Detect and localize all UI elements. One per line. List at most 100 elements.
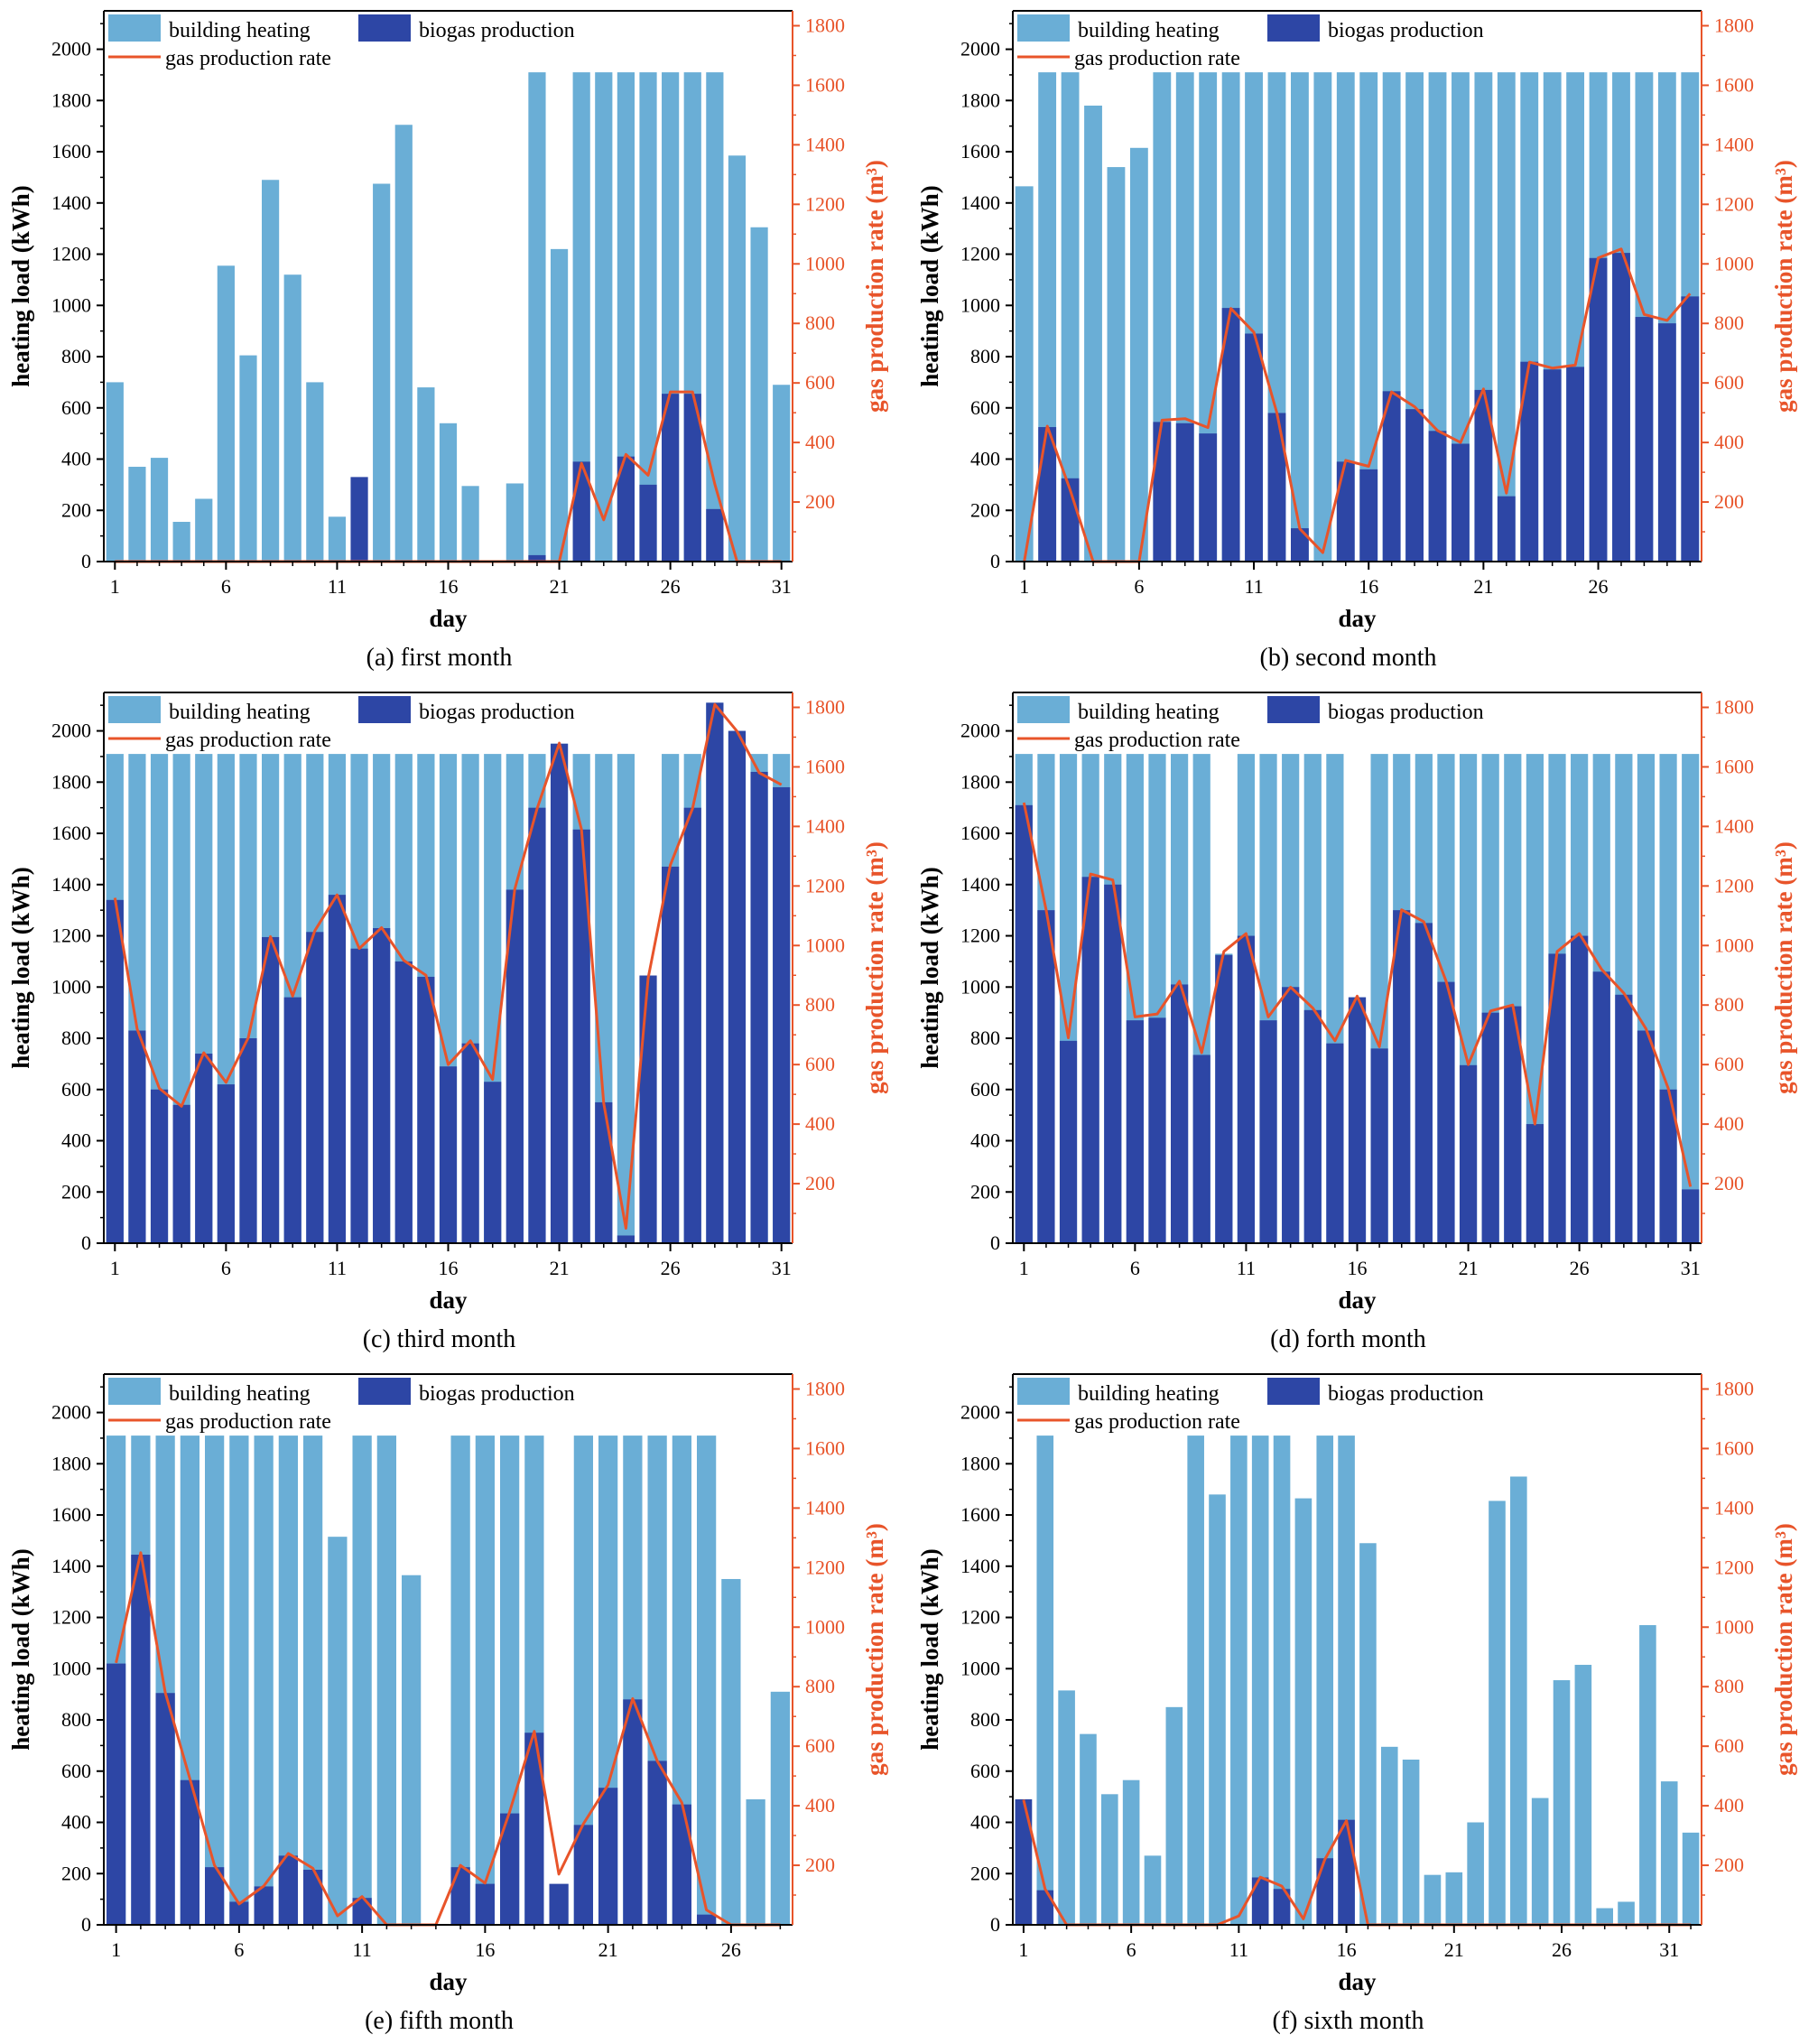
heating-bar	[499, 1435, 520, 1925]
legend-swatch-heating	[108, 696, 161, 723]
biogas-bar	[524, 1733, 544, 1925]
biogas-bar	[550, 743, 569, 1243]
biogas-bar	[647, 1761, 667, 1925]
heating-bar	[721, 1578, 741, 1925]
heating-bar	[1445, 1872, 1463, 1925]
legend-label-biogas: biogas production	[419, 1382, 575, 1406]
y-tick-label: 200	[970, 498, 1000, 521]
legend-label-biogas: biogas production	[419, 701, 575, 724]
heating-bar	[506, 483, 524, 562]
y2-tick-label: 1400	[1714, 133, 1754, 155]
y-tick-label: 2000	[960, 720, 1000, 742]
y-tick-label: 200	[61, 498, 91, 521]
biogas-bar	[1657, 323, 1676, 562]
y-tick-label: 0	[990, 1231, 1000, 1254]
biogas-bar	[1036, 1890, 1054, 1925]
biogas-bar	[450, 1867, 470, 1925]
y-tick-label: 1600	[51, 140, 91, 163]
y2-tick-label: 800	[805, 1675, 835, 1697]
heating-bar	[1531, 1798, 1549, 1925]
x-tick-label: 6	[1127, 1938, 1136, 1961]
biogas-bar	[1037, 910, 1055, 1243]
biogas-bar	[706, 702, 724, 1243]
legend-swatch-heating	[1017, 696, 1070, 723]
y2-tick-label: 600	[1714, 1053, 1744, 1075]
x-tick-label: 1	[1018, 1938, 1028, 1961]
heating-bar	[150, 458, 169, 562]
y-tick-label: 1000	[960, 1657, 1000, 1679]
legend-label-heating: building heating	[1078, 1382, 1220, 1406]
x-tick-label: 6	[221, 1257, 231, 1279]
heating-bar	[1510, 1476, 1527, 1925]
heating-bar	[328, 516, 347, 562]
y2-tick-label: 1400	[805, 814, 845, 837]
biogas-bar	[439, 1066, 458, 1243]
y-tick-label: 1400	[51, 873, 91, 896]
y2-tick-label: 400	[1714, 1112, 1744, 1135]
y2-tick-label: 1800	[1714, 14, 1754, 36]
legend-label-rate: gas production rate	[1074, 729, 1240, 752]
biogas-bar	[1520, 361, 1539, 562]
biogas-bar	[1415, 923, 1433, 1243]
gas-rate-line	[113, 702, 783, 1230]
legend-swatch-biogas	[1267, 1378, 1320, 1405]
heating-bar	[1144, 1855, 1162, 1925]
x-axis-label: day	[429, 605, 468, 632]
biogas-bar	[461, 1043, 479, 1243]
heating-bar	[770, 1691, 791, 1925]
y-tick-label: 400	[61, 1129, 91, 1152]
y2-tick-label: 1000	[805, 1615, 845, 1638]
x-tick-label: 16	[1337, 1938, 1357, 1961]
y2-tick-label: 1000	[805, 252, 845, 274]
biogas-bar	[1459, 1064, 1478, 1243]
y-tick-label: 1800	[51, 770, 91, 793]
heating-bar	[1251, 1435, 1269, 1925]
biogas-bar	[1474, 389, 1493, 562]
y2-tick-label: 1200	[805, 192, 845, 215]
legend-label-biogas: biogas production	[1328, 701, 1484, 724]
y2-tick-label: 1600	[1714, 755, 1754, 777]
biogas-bar	[572, 829, 590, 1243]
biogas-bar	[1615, 994, 1633, 1243]
biogas-bar	[1543, 369, 1562, 562]
biogas-bar	[278, 1855, 299, 1925]
y-axis-label: heating load (kWh)	[7, 867, 34, 1069]
heating-bar	[672, 1435, 692, 1925]
biogas-bar	[1637, 1030, 1656, 1243]
legend-swatch-heating	[108, 14, 161, 42]
y2-tick-label: 1200	[1714, 1556, 1754, 1578]
biogas-bar	[617, 1235, 635, 1243]
heating-bar	[1660, 1781, 1678, 1925]
legend-swatch-heating	[1017, 14, 1070, 42]
x-tick-label: 16	[1359, 575, 1378, 598]
heating-bar	[128, 467, 146, 562]
y-tick-label: 200	[61, 1862, 91, 1884]
x-axis-label: day	[1338, 1287, 1377, 1314]
y2-axis-label: gas production rate (m³)	[861, 841, 888, 1094]
y-tick-label: 600	[61, 1078, 91, 1101]
y-tick-label: 2000	[51, 720, 91, 742]
biogas-bar	[1504, 1006, 1522, 1243]
y2-axis-label: gas production rate (m³)	[1770, 841, 1797, 1094]
y-tick-label: 200	[970, 1180, 1000, 1203]
heating-bar	[1187, 1435, 1204, 1925]
legend-label-rate: gas production rate	[1074, 47, 1240, 70]
y-tick-label: 1800	[51, 88, 91, 111]
biogas-bar	[1437, 981, 1455, 1243]
heating-bar	[352, 1435, 372, 1925]
y-tick-label: 400	[61, 1811, 91, 1834]
biogas-bar	[1290, 528, 1309, 562]
biogas-bar	[1215, 954, 1233, 1243]
biogas-bar	[1428, 431, 1447, 562]
y-tick-label: 400	[61, 448, 91, 470]
gas-rate-line	[1022, 802, 1693, 1187]
x-tick-label: 21	[1444, 1938, 1464, 1961]
heating-bar	[1467, 1822, 1484, 1925]
y-tick-label: 1600	[960, 140, 1000, 163]
biogas-bar	[1259, 1020, 1277, 1243]
legend-label-biogas: biogas production	[1328, 19, 1484, 42]
heating-bar	[283, 274, 301, 562]
panel-caption: (b) second month	[1260, 644, 1437, 672]
y-tick-label: 2000	[960, 38, 1000, 60]
y2-axis-label: gas production rate (m³)	[1770, 1523, 1797, 1776]
